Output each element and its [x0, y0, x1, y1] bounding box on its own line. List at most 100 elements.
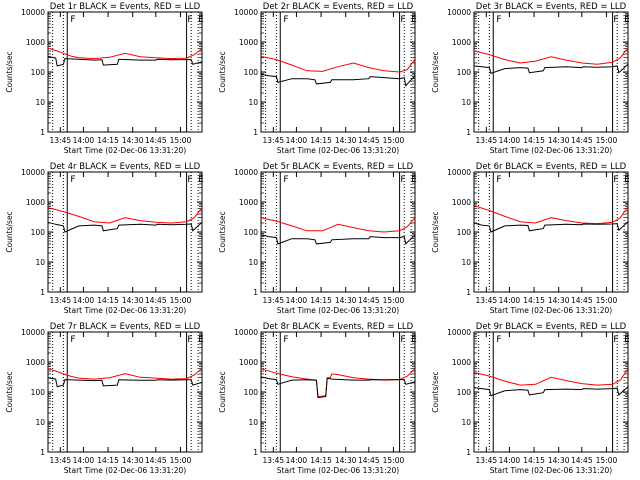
x-tick-label: 14:00 [286, 296, 308, 305]
x-tick-label: 14:45 [358, 456, 380, 465]
x-tick-label: 15:00 [383, 456, 405, 465]
y-tick-label: 10 [248, 418, 258, 427]
chart-title: Det 7r BLACK = Events, RED = LLD [50, 322, 201, 332]
x-tick-label: 14:45 [571, 296, 593, 305]
x-tick-label: 14:00 [73, 296, 95, 305]
x-tick-label: 14:45 [571, 136, 593, 145]
x-tick-label: 14:30 [548, 136, 570, 145]
y-axis-label: Counts/sec [218, 371, 227, 412]
x-tick-label: 13:45 [50, 136, 72, 145]
x-axis-label: Start Time (02-Dec-06 13:31:20) [64, 146, 186, 155]
x-tick-label: 15:00 [170, 136, 192, 145]
chart-title: Det 5r BLACK = Events, RED = LLD [263, 162, 414, 172]
series-line-lld [260, 55, 416, 73]
y-tick-label: 10000 [21, 168, 45, 177]
y-axis-label: Counts/sec [218, 211, 227, 252]
chart-title: Det 2r BLACK = Events, RED = LLD [263, 2, 414, 12]
x-tick-label: 14:15 [310, 456, 332, 465]
y-axis-label: Counts/sec [218, 51, 227, 92]
x-tick-label: 14:15 [97, 296, 119, 305]
y-tick-label: 10 [35, 418, 45, 427]
flag-letter: E [198, 175, 204, 185]
series-line-lld [473, 47, 629, 65]
x-tick-label: 14:15 [97, 136, 119, 145]
x-tick-label: 14:00 [286, 456, 308, 465]
x-axis-label: Start Time (02-Dec-06 13:31:20) [277, 466, 399, 475]
x-tick-label: 14:00 [286, 136, 308, 145]
y-tick-label: 1000 [26, 198, 45, 207]
y-tick-label: 10 [35, 258, 45, 267]
x-tick-label: 14:15 [310, 136, 332, 145]
y-tick-label: 10000 [234, 8, 258, 17]
series-line-lld [47, 47, 203, 60]
flag-letter: F [613, 15, 618, 25]
x-tick-label: 13:45 [50, 296, 72, 305]
x-tick-label: 15:00 [596, 456, 618, 465]
y-tick-label: 1000 [239, 358, 258, 367]
y-tick-label: 1 [466, 288, 471, 297]
x-tick-label: 13:45 [50, 456, 72, 465]
x-axis-label: Start Time (02-Dec-06 13:31:20) [490, 146, 612, 155]
x-axis-label: Start Time (02-Dec-06 13:31:20) [64, 466, 186, 475]
y-tick-label: 10000 [447, 328, 471, 337]
series-line-events [473, 386, 629, 397]
series-line-events [473, 221, 629, 233]
flag-letter: E [624, 175, 630, 185]
y-axis-label: Counts/sec [431, 211, 440, 252]
series-line-events [260, 234, 416, 245]
plot-frame [47, 171, 203, 293]
series-line-lld [47, 367, 203, 380]
chart-title: Det 4r BLACK = Events, RED = LLD [50, 162, 201, 172]
y-tick-label: 1 [253, 288, 258, 297]
flag-letter: E [411, 335, 417, 345]
y-tick-label: 10000 [447, 8, 471, 17]
y-tick-label: 10000 [234, 168, 258, 177]
y-tick-label: 10000 [21, 8, 45, 17]
x-tick-label: 14:15 [523, 136, 545, 145]
series-line-events [260, 376, 416, 399]
chart-panel-3: Det 3r BLACK = Events, RED = LLD 1 10 100 10… [431, 2, 630, 155]
x-tick-label: 13:45 [263, 456, 285, 465]
chart-title: Det 6r BLACK = Events, RED = LLD [476, 162, 627, 172]
flag-letter: F [70, 15, 75, 25]
x-tick-label: 14:15 [523, 296, 545, 305]
flag-letter: E [624, 335, 630, 345]
y-axis-label: Counts/sec [431, 51, 440, 92]
y-tick-label: 10 [461, 258, 471, 267]
y-tick-label: 1000 [239, 38, 258, 47]
plot-frame [260, 171, 416, 293]
x-tick-label: 14:00 [73, 136, 95, 145]
flag-letter: F [283, 15, 288, 25]
x-tick-label: 15:00 [170, 456, 192, 465]
flag-letter: F [283, 335, 288, 345]
chart-panel-9: Det 9r BLACK = Events, RED = LLD 1 10 100 10… [431, 322, 630, 475]
x-tick-label: 13:45 [476, 136, 498, 145]
flag-letter: F [400, 335, 405, 345]
chart-title: Det 8r BLACK = Events, RED = LLD [263, 322, 414, 332]
plot-frame [47, 11, 203, 133]
y-tick-label: 1000 [239, 198, 258, 207]
flag-letter: F [70, 175, 75, 185]
series-line-lld [473, 205, 629, 225]
x-axis-label: Start Time (02-Dec-06 13:31:20) [277, 306, 399, 315]
flag-letter: F [613, 335, 618, 345]
y-tick-label: 10 [461, 418, 471, 427]
y-tick-label: 100 [457, 228, 472, 237]
y-axis-label: Counts/sec [5, 371, 14, 412]
series-line-events [47, 221, 203, 233]
x-tick-label: 14:45 [571, 456, 593, 465]
y-tick-label: 1 [466, 128, 471, 137]
y-tick-label: 1000 [452, 358, 471, 367]
chart-title: Det 1r BLACK = Events, RED = LLD [50, 2, 201, 12]
x-tick-label: 15:00 [383, 296, 405, 305]
plot-frame [473, 331, 629, 453]
x-tick-label: 14:30 [122, 456, 144, 465]
x-tick-label: 14:00 [73, 456, 95, 465]
x-tick-label: 15:00 [596, 296, 618, 305]
x-tick-label: 13:45 [476, 456, 498, 465]
chart-panel-1: Det 1r BLACK = Events, RED = LLD 1 10 100 10… [5, 2, 204, 155]
x-tick-label: 14:30 [548, 296, 570, 305]
y-axis-label: Counts/sec [431, 371, 440, 412]
y-tick-label: 100 [244, 68, 259, 77]
x-tick-label: 14:15 [97, 456, 119, 465]
